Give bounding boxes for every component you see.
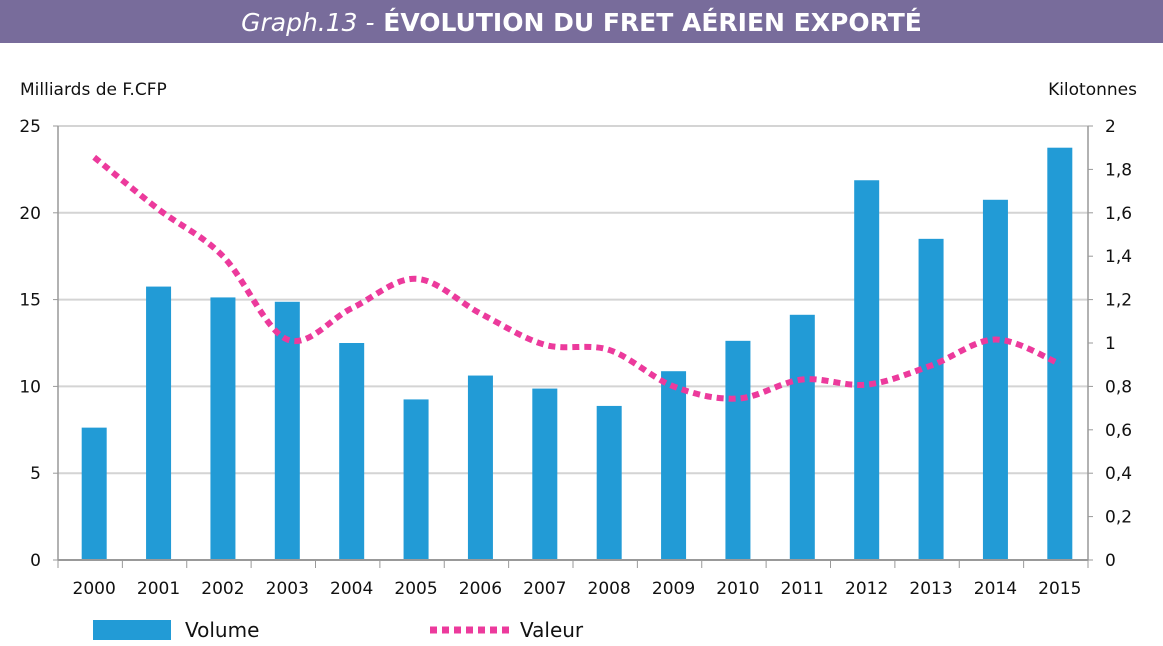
legend-item-valeur: Valeur bbox=[428, 618, 583, 642]
bar-volume-2009 bbox=[661, 371, 687, 560]
x-tick-label: 2002 bbox=[201, 579, 244, 599]
bar-volume-2002 bbox=[210, 297, 236, 560]
x-tick-label: 2008 bbox=[588, 579, 631, 599]
bar-volume-2010 bbox=[725, 340, 751, 560]
chart-title-prefix: Graph.13 - bbox=[241, 8, 375, 37]
right-tick-label: 1,8 bbox=[1105, 160, 1132, 180]
bar-volume-2011 bbox=[789, 314, 815, 560]
right-tick-label: 0,4 bbox=[1105, 464, 1132, 484]
right-tick-label: 1 bbox=[1105, 334, 1116, 354]
legend-item-volume: Volume bbox=[93, 618, 259, 642]
bar-volume-2013 bbox=[918, 238, 944, 560]
legend-label-volume: Volume bbox=[185, 618, 260, 642]
x-tick-label: 2003 bbox=[266, 579, 309, 599]
left-tick-label: 25 bbox=[19, 117, 41, 137]
bar-volume-2008 bbox=[596, 405, 622, 560]
right-tick-label: 0,2 bbox=[1105, 508, 1132, 528]
x-tick-label: 2001 bbox=[137, 579, 180, 599]
right-tick-label: 0,8 bbox=[1105, 377, 1132, 397]
line-valeur bbox=[92, 154, 1061, 402]
x-tick-label: 2007 bbox=[523, 579, 566, 599]
right-tick-label: 1,6 bbox=[1105, 204, 1132, 224]
legend-swatch-dotted-line bbox=[430, 626, 512, 634]
legend-label-valeur: Valeur bbox=[520, 618, 584, 642]
left-tick-label: 20 bbox=[19, 204, 41, 224]
x-tick-label: 2015 bbox=[1038, 579, 1081, 599]
right-axis-title: Kilotonnes bbox=[1048, 80, 1137, 100]
left-tick-label: 5 bbox=[30, 464, 41, 484]
right-tick-label: 2 bbox=[1105, 117, 1116, 137]
bar-volume-2000 bbox=[81, 427, 107, 560]
x-tick-label: 2009 bbox=[652, 579, 695, 599]
left-tick-label: 15 bbox=[19, 291, 41, 311]
right-tick-label: 1,2 bbox=[1105, 291, 1132, 311]
right-tick-label: 0,6 bbox=[1105, 421, 1132, 441]
bar-volume-2012 bbox=[854, 180, 880, 560]
x-tick-label: 2004 bbox=[330, 579, 373, 599]
chart-title-main: ÉVOLUTION DU FRET AÉRIEN EXPORTÉ bbox=[383, 8, 922, 37]
x-tick-label: 2014 bbox=[974, 579, 1017, 599]
bar-volume-2001 bbox=[146, 286, 172, 560]
left-axis-title: Milliards de F.CFP bbox=[20, 80, 167, 100]
x-tick-label: 2005 bbox=[394, 579, 437, 599]
x-tick-label: 2011 bbox=[781, 579, 824, 599]
right-tick-label: 1,4 bbox=[1105, 247, 1132, 267]
bar-volume-2015 bbox=[1047, 147, 1073, 560]
bar-volume-2006 bbox=[467, 375, 493, 560]
bar-volume-2005 bbox=[403, 399, 429, 560]
x-tick-label: 2013 bbox=[909, 579, 952, 599]
right-tick-label: 0 bbox=[1105, 551, 1116, 571]
left-tick-label: 10 bbox=[19, 377, 41, 397]
x-tick-label: 2010 bbox=[716, 579, 759, 599]
x-tick-label: 2006 bbox=[459, 579, 502, 599]
bar-volume-2004 bbox=[339, 343, 365, 560]
x-tick-label: 2012 bbox=[845, 579, 888, 599]
bar-volume-2003 bbox=[274, 301, 300, 560]
chart-title: Graph.13 - ÉVOLUTION DU FRET AÉRIEN EXPO… bbox=[0, 0, 1163, 43]
left-tick-label: 0 bbox=[30, 551, 41, 571]
x-tick-label: 2000 bbox=[73, 579, 116, 599]
bar-volume-2007 bbox=[532, 388, 558, 560]
bar-volume-2014 bbox=[982, 199, 1008, 560]
legend-swatch-bar bbox=[93, 620, 171, 640]
